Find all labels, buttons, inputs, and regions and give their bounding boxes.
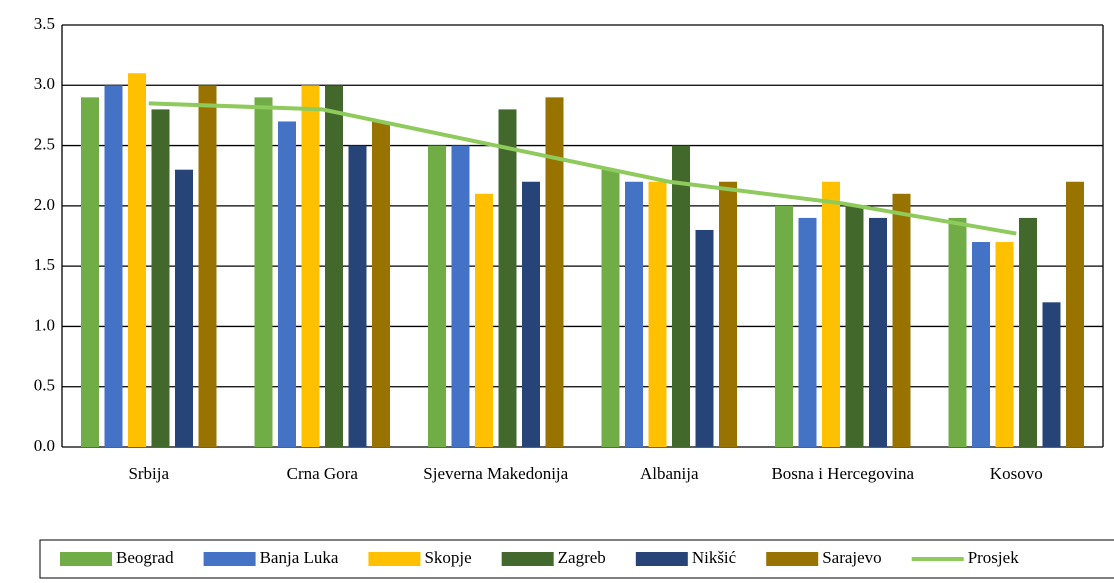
- y-tick-label: 0.5: [34, 376, 55, 395]
- bar: [869, 217, 887, 447]
- legend-swatch: [203, 552, 256, 566]
- legend-swatch: [766, 552, 819, 566]
- bar: [845, 205, 864, 447]
- bar: [428, 145, 446, 448]
- line: [148, 101, 1017, 236]
- bar: [972, 242, 990, 447]
- bar: [545, 97, 564, 447]
- bar: [719, 181, 737, 447]
- bar: [948, 217, 967, 447]
- bar: [1042, 302, 1061, 447]
- y-tick-label: 2.0: [34, 195, 55, 214]
- bar: [822, 181, 840, 447]
- legend-box: [39, 539, 1114, 579]
- legend-swatch: [368, 552, 421, 566]
- legend-swatch: [60, 552, 112, 566]
- legend-label: Nikšić: [692, 548, 737, 567]
- x-tick-label: Bosna i Hercegovina: [771, 464, 915, 483]
- bar: [348, 145, 367, 448]
- legend-label: Prosjek: [968, 548, 1020, 567]
- y-tick-label: 3.5: [34, 14, 55, 33]
- bar: [104, 85, 123, 448]
- bar: [1019, 217, 1037, 447]
- bar: [198, 85, 217, 448]
- bar: [601, 169, 620, 447]
- bar: [278, 121, 296, 447]
- bar: [775, 205, 793, 447]
- x-tick-label: Srbija: [128, 464, 170, 483]
- bar: [301, 85, 320, 448]
- bar: [995, 242, 1014, 447]
- bar: [325, 85, 343, 448]
- bar: [451, 145, 470, 448]
- bar: [798, 217, 817, 447]
- y-tick-label: 3.0: [34, 74, 55, 93]
- bar: [522, 181, 540, 447]
- y-tick-label: 0.0: [34, 436, 55, 455]
- bar: [81, 97, 99, 447]
- y-tick-label: 1.0: [34, 315, 55, 334]
- bar: [498, 109, 517, 448]
- y-tick-label: 1.5: [34, 255, 55, 274]
- bar: [372, 121, 390, 447]
- bar: [625, 181, 643, 447]
- x-tick-label: Crna Gora: [286, 464, 358, 483]
- bar: [672, 145, 690, 448]
- legend-swatch: [501, 552, 554, 566]
- bar: [175, 169, 193, 447]
- bar: [151, 109, 170, 448]
- x-tick-label: Sjeverna Makedonija: [423, 464, 569, 483]
- x-tick-label: Kosovo: [989, 464, 1043, 483]
- legend-label: Skopje: [424, 548, 471, 567]
- bar: [1066, 181, 1084, 447]
- bar: [892, 193, 911, 447]
- bar: [475, 193, 493, 447]
- legend-swatch: [635, 552, 688, 566]
- legend-label: Zagreb: [558, 548, 606, 567]
- legend-label: Sarajevo: [822, 548, 881, 567]
- bar: [254, 97, 273, 447]
- bar: [695, 229, 714, 447]
- legend-label: Beograd: [116, 548, 174, 567]
- bar: [128, 73, 146, 447]
- bar: [648, 181, 667, 447]
- y-tick-label: 2.5: [34, 134, 55, 153]
- x-tick-label: Albanija: [639, 464, 699, 483]
- legend-label: Banja Luka: [260, 548, 339, 567]
